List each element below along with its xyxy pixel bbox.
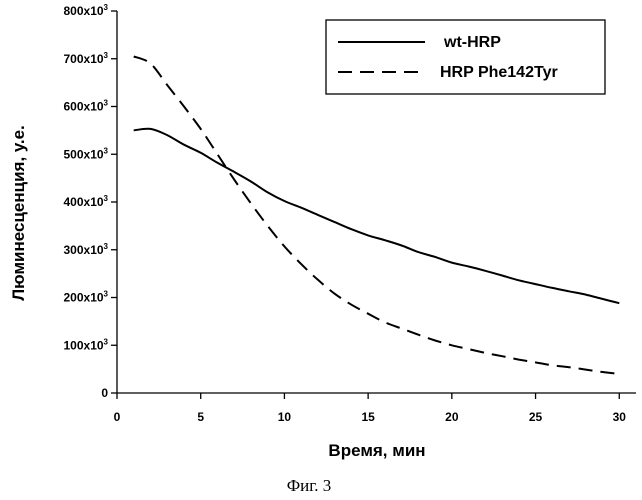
x-axis-title: Время, мин [328,441,425,460]
series-line-hrp-phe142tyr [134,56,620,374]
y-tick-label: 600x103 [64,99,109,114]
y-tick-label: 800x103 [64,3,109,18]
legend: wt-HRP HRP Phe142Tyr [326,20,605,94]
y-tick-label-exponent: 3 [104,242,109,251]
y-tick-label-base: 100x10 [64,338,104,352]
x-tick-label: 10 [278,410,292,424]
x-tick-label: 0 [114,410,121,424]
x-tick-label: 25 [529,410,543,424]
x-tick-label: 5 [197,410,204,424]
legend-box [326,20,605,94]
y-tick-label: 500x103 [64,146,109,161]
x-tick-label: 15 [361,410,375,424]
y-tick-label-base: 800x10 [64,4,104,18]
y-tick-label-exponent: 3 [104,146,109,155]
x-tick-label: 30 [613,410,627,424]
y-tick-label-base: 500x10 [64,147,104,161]
y-tick-label-exponent: 3 [104,290,109,299]
y-ticks: 0100x103200x103300x103400x103500x103600x… [64,3,118,400]
x-ticks: 0 5 10 15 20 25 30 [114,393,627,424]
figure-caption: Фиг. 3 [287,476,332,495]
y-tick-label: 400x103 [64,194,109,209]
y-tick-label: 700x103 [64,51,109,66]
legend-label-wt-hrp: wt-HRP [443,34,501,51]
y-tick-label-base: 400x10 [64,195,104,209]
y-tick-label-base: 700x10 [64,52,104,66]
y-tick-label-exponent: 3 [104,3,109,12]
y-tick-label-base: 600x10 [64,100,104,114]
y-tick-label-base: 0 [101,386,108,400]
y-tick-label-base: 200x10 [64,291,104,305]
y-tick-label-exponent: 3 [104,99,109,108]
y-tick-label-base: 300x10 [64,243,104,257]
y-axis-title: Люминесценция, у.е. [9,125,28,301]
y-tick-label: 0 [101,386,108,400]
y-tick-label-exponent: 3 [104,194,109,203]
series-layer [134,56,620,374]
y-tick-label-exponent: 3 [104,51,109,60]
series-line-wt-hrp [134,129,620,303]
y-tick-label-exponent: 3 [104,337,109,346]
x-tick-label: 20 [445,410,459,424]
legend-label-hrp-phe142tyr: HRP Phe142Tyr [440,64,558,81]
y-tick-label: 300x103 [64,242,109,257]
y-tick-label: 200x103 [64,290,109,305]
y-tick-label: 100x103 [64,337,109,352]
